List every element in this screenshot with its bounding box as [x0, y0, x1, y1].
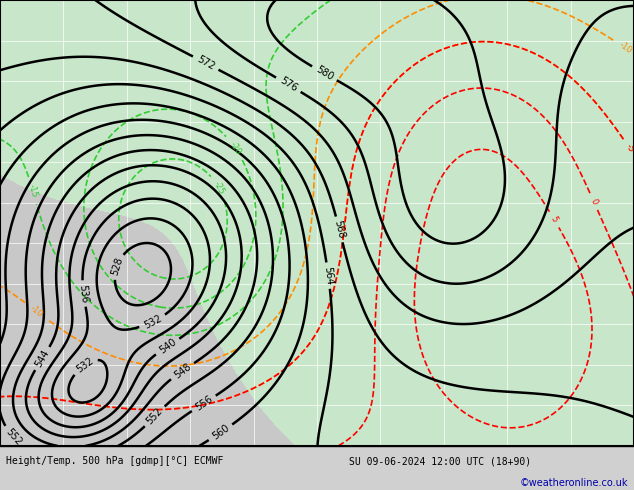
- Text: 556: 556: [193, 394, 214, 413]
- Text: 536: 536: [77, 284, 89, 303]
- Text: 580: 580: [314, 64, 335, 82]
- Text: 576: 576: [278, 75, 299, 94]
- Text: 552: 552: [145, 406, 165, 427]
- Text: -10: -10: [618, 41, 633, 56]
- Text: 0: 0: [588, 197, 599, 206]
- Bar: [0, 0, 634, 446]
- Text: -5: -5: [624, 143, 634, 154]
- Text: -25: -25: [212, 180, 226, 196]
- Text: -15: -15: [27, 183, 39, 198]
- Text: 544: 544: [34, 348, 51, 369]
- Text: -5: -5: [624, 143, 634, 154]
- Text: 5: 5: [549, 215, 559, 224]
- Text: 552: 552: [4, 427, 23, 447]
- Text: 568: 568: [332, 220, 346, 240]
- Text: 532: 532: [142, 313, 163, 331]
- Text: Height/Temp. 500 hPa [gdmp][°C] ECMWF: Height/Temp. 500 hPa [gdmp][°C] ECMWF: [6, 456, 224, 466]
- Text: 564: 564: [322, 266, 334, 285]
- Text: 540: 540: [157, 337, 178, 356]
- Text: SU 09-06-2024 12:00 UTC (18+90): SU 09-06-2024 12:00 UTC (18+90): [349, 456, 531, 466]
- Text: -20: -20: [228, 140, 242, 156]
- Text: 528: 528: [109, 256, 124, 277]
- Text: -10: -10: [29, 304, 45, 319]
- Text: 532: 532: [74, 356, 95, 375]
- Text: 572: 572: [195, 54, 216, 72]
- Text: 548: 548: [172, 362, 193, 381]
- Text: 560: 560: [210, 423, 231, 442]
- Text: ©weatheronline.co.uk: ©weatheronline.co.uk: [519, 478, 628, 489]
